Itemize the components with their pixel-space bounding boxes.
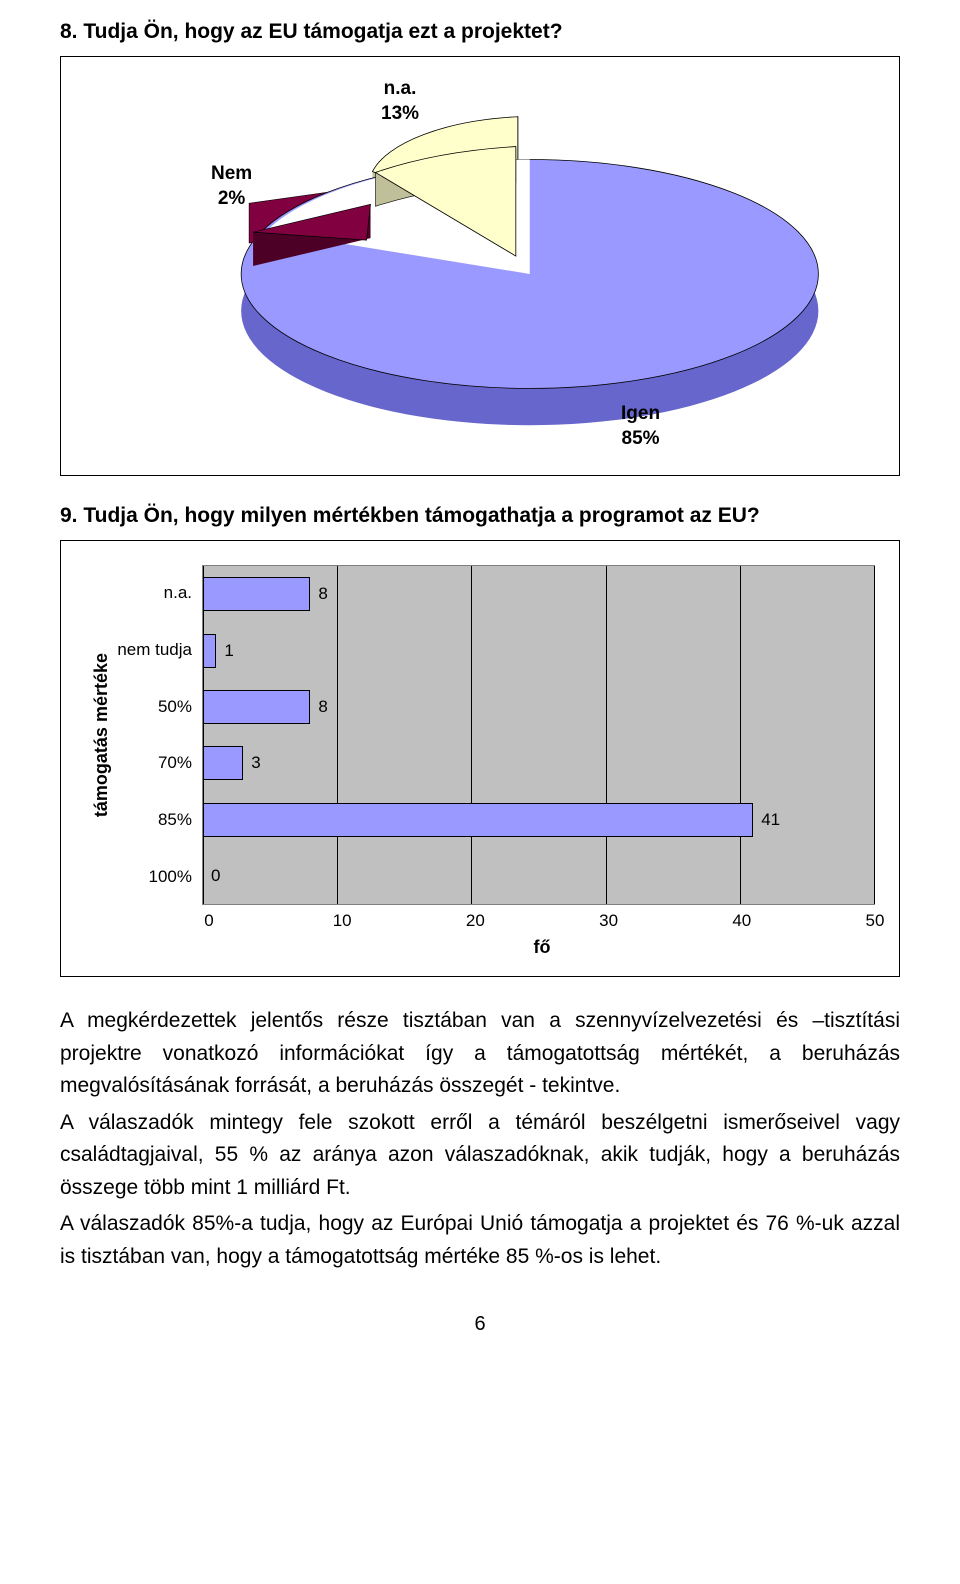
q9-bar-chart: támogatás mértéke n.a. nem tudja 50% 70%… xyxy=(60,540,900,977)
bar-plot-area: 8 1 8 3 41 0 xyxy=(202,565,875,905)
pie-svg xyxy=(61,57,899,475)
gridline xyxy=(606,566,607,904)
xtick: 10 xyxy=(333,911,352,931)
pie-label-nem-pct: 2% xyxy=(211,187,252,212)
bar-xaxis: 01020304050 xyxy=(85,911,875,933)
hbar-value: 8 xyxy=(318,697,327,717)
pie-label-na-name: n.a. xyxy=(381,77,419,102)
ycat-5: 100% xyxy=(112,867,192,887)
body-p1: A megkérdezettek jelentős része tisztába… xyxy=(60,1005,900,1103)
ycat-3: 70% xyxy=(112,753,192,773)
bar-xticks: 01020304050 xyxy=(209,911,875,933)
hbar xyxy=(203,746,243,780)
ycat-0: n.a. xyxy=(112,583,192,603)
xtick: 30 xyxy=(599,911,618,931)
page-number: 6 xyxy=(60,1313,900,1336)
hbar-value: 8 xyxy=(318,584,327,604)
ycat-2: 50% xyxy=(112,697,192,717)
gridline xyxy=(874,566,875,904)
hbar xyxy=(203,803,753,837)
body-p3: A válaszadók 85%-a tudja, hogy az Európa… xyxy=(60,1208,900,1273)
q8-title: 8. Tudja Ön, hogy az EU támogatja ezt a … xyxy=(60,20,900,44)
q9-title: 9. Tudja Ön, hogy milyen mértékben támog… xyxy=(60,504,900,528)
xtick: 50 xyxy=(866,911,885,931)
xaxis-spacer xyxy=(85,911,209,933)
hbar xyxy=(203,690,310,724)
pie-label-nem: Nem 2% xyxy=(211,162,252,211)
bar-xlabel: fő xyxy=(85,937,875,958)
gridline xyxy=(740,566,741,904)
q8-pie-chart: Nem 2% n.a. 13% Igen 85% xyxy=(60,56,900,476)
hbar xyxy=(203,577,310,611)
hbar-value: 1 xyxy=(224,641,233,661)
xtick: 0 xyxy=(204,911,213,931)
ycat-4: 85% xyxy=(112,810,192,830)
pie-label-na: n.a. 13% xyxy=(381,77,419,126)
pie-label-igen: Igen 85% xyxy=(621,402,660,451)
bar-ylabel: támogatás mértéke xyxy=(85,653,112,817)
body-text: A megkérdezettek jelentős része tisztába… xyxy=(60,1005,900,1273)
hbar xyxy=(203,634,216,668)
gridline xyxy=(471,566,472,904)
hbar-value: 3 xyxy=(251,753,260,773)
pie-label-igen-pct: 85% xyxy=(621,427,660,452)
pie-label-na-pct: 13% xyxy=(381,102,419,127)
hbar-value: 0 xyxy=(211,866,220,886)
xtick: 20 xyxy=(466,911,485,931)
xtick: 40 xyxy=(732,911,751,931)
hbar-value: 41 xyxy=(761,810,780,830)
gridline xyxy=(203,566,204,904)
bar-plot-row: támogatás mértéke n.a. nem tudja 50% 70%… xyxy=(85,565,875,905)
bar-ycategories: n.a. nem tudja 50% 70% 85% 100% xyxy=(112,565,202,905)
gridline xyxy=(337,566,338,904)
ycat-1: nem tudja xyxy=(112,640,192,660)
pie-label-igen-name: Igen xyxy=(621,402,660,427)
body-p2: A válaszadók mintegy fele szokott erről … xyxy=(60,1107,900,1205)
pie-label-nem-name: Nem xyxy=(211,162,252,187)
